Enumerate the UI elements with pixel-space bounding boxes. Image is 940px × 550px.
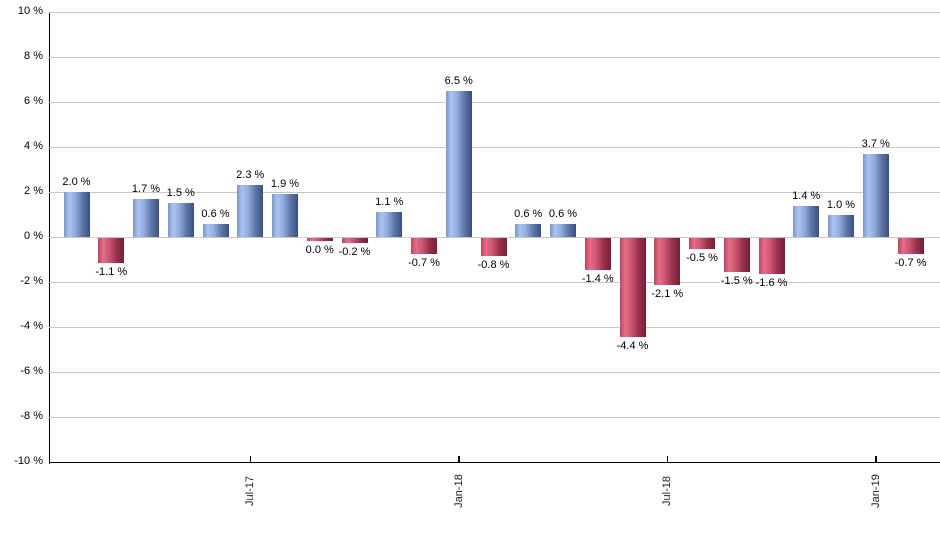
x-axis-tick: [249, 456, 251, 462]
x-axis-tick: [458, 456, 460, 462]
bar-oct-18[interactable]: [758, 238, 785, 274]
gridline: [48, 281, 940, 283]
bar-jan-19[interactable]: [862, 153, 889, 237]
bar-value-label: 1.9 %: [270, 178, 300, 191]
bar-jun-17[interactable]: [202, 223, 229, 237]
bar-mar-18[interactable]: [515, 223, 542, 237]
gridline: [48, 146, 940, 148]
bar-jul-18[interactable]: [654, 238, 681, 286]
gridline: [48, 101, 940, 103]
bar-value-label: 1.5 %: [166, 187, 195, 200]
x-axis-label-text: Jan-19: [869, 474, 882, 508]
bar-apr-17[interactable]: [133, 198, 159, 237]
bar-oct-17[interactable]: [341, 238, 368, 243]
bar-value-label: -1.6 %: [755, 277, 788, 289]
bar-value-label: -1.4 %: [581, 272, 614, 285]
y-axis-label: -8 %: [20, 410, 43, 422]
y-axis-label: 0 %: [24, 230, 43, 242]
gridline: [48, 326, 940, 328]
bar-value-label: 1.4 %: [792, 189, 821, 202]
x-axis-label: Jul-17: [220, 460, 280, 522]
gridline: [48, 371, 940, 373]
bar-sep-17[interactable]: [306, 238, 333, 241]
bar-sep-18[interactable]: [723, 238, 750, 272]
gridline: [48, 191, 940, 193]
x-axis-label-text: Jul-18: [661, 476, 674, 506]
bar-feb-18[interactable]: [480, 238, 507, 256]
bar-dec-17[interactable]: [411, 238, 437, 254]
bar-value-label: 1.1 %: [375, 196, 404, 209]
bar-value-label: -2.1 %: [651, 288, 684, 301]
x-axis-tick: [875, 456, 877, 462]
bar-value-label: -0.7 %: [408, 256, 440, 269]
bar-may-18[interactable]: [584, 238, 611, 270]
y-axis-label: 6 %: [24, 95, 43, 107]
gridline: [48, 56, 940, 58]
bar-apr-18[interactable]: [550, 223, 576, 237]
bar-value-label: 0.6 %: [514, 207, 543, 220]
x-axis-label-text: Jan-18: [452, 474, 465, 508]
gridline: [48, 236, 940, 238]
bar-value-label: 0.0 %: [305, 243, 334, 256]
x-axis-label: Jul-18: [637, 460, 697, 522]
y-axis-label: -6 %: [20, 365, 43, 377]
bar-value-label: -1.5 %: [720, 274, 753, 287]
bar-value-label: -4.4 %: [616, 340, 649, 352]
y-axis-label: 2 %: [24, 185, 43, 197]
x-axis-tick: [666, 456, 668, 462]
bar-value-label: 1.7 %: [131, 182, 161, 195]
bar-dec-18[interactable]: [828, 214, 854, 237]
bar-value-label: 3.7 %: [861, 137, 890, 150]
bar-aug-18[interactable]: [689, 238, 715, 250]
bar-value-label: 2.0 %: [62, 176, 91, 188]
y-axis-label: -4 %: [20, 320, 43, 332]
bar-value-label: 0.6 %: [548, 207, 578, 220]
bar-feb-19[interactable]: [897, 238, 924, 254]
y-axis-label: 4 %: [24, 140, 43, 152]
y-axis-label: 10 %: [17, 5, 43, 17]
bar-value-label: -0.7 %: [894, 256, 927, 269]
bar-aug-17[interactable]: [272, 194, 298, 237]
y-axis-label: -2 %: [20, 275, 43, 287]
y-axis-label: 8 %: [24, 50, 43, 62]
bar-mar-17[interactable]: [98, 238, 125, 263]
x-axis-label: Jan-18: [429, 460, 489, 522]
y-axis-line: [48, 12, 50, 464]
bar-value-label: -0.8 %: [477, 259, 510, 271]
bar-value-label: -1.1 %: [95, 265, 128, 278]
bar-nov-17[interactable]: [376, 212, 403, 237]
bar-value-label: -0.2 %: [338, 245, 371, 258]
bar-value-label: -0.5 %: [686, 252, 718, 265]
x-axis-line: [48, 461, 940, 463]
gridline: [48, 11, 940, 13]
bar-value-label: 6.5 %: [444, 74, 473, 87]
x-axis-label: Jan-19: [846, 460, 906, 522]
bar-nov-18[interactable]: [793, 205, 820, 237]
bar-jan-18[interactable]: [445, 90, 472, 237]
gridline: [48, 416, 940, 418]
bar-value-label: 2.3 %: [236, 169, 265, 182]
bar-jun-18[interactable]: [619, 238, 646, 337]
bar-value-label: 0.6 %: [201, 207, 230, 220]
x-axis-label-text: Jul-17: [244, 476, 257, 506]
bar-feb-17[interactable]: [63, 192, 90, 237]
bar-value-label: 1.0 %: [826, 198, 856, 211]
y-axis-label: -10 %: [14, 455, 43, 467]
bar-jul-17[interactable]: [237, 185, 264, 237]
bar-may-17[interactable]: [167, 203, 194, 237]
